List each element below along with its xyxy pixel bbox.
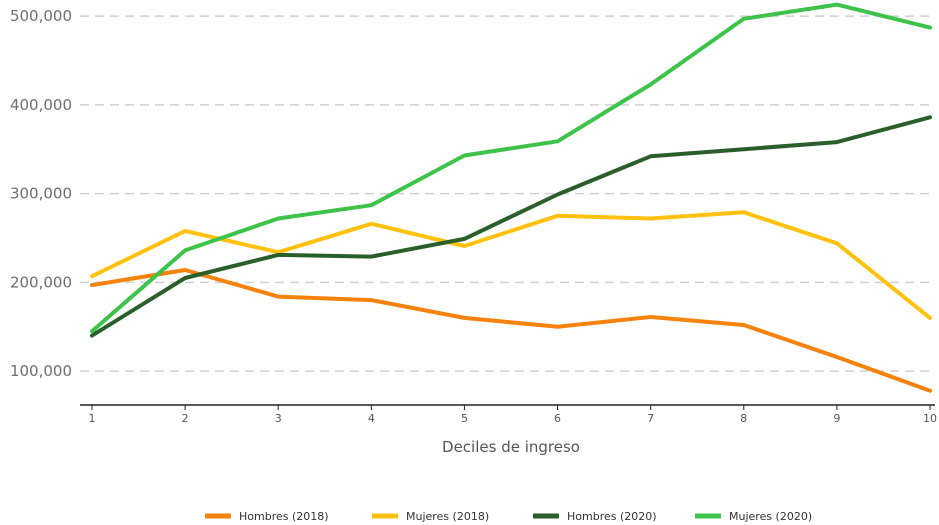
y-tick-label: 100,000 bbox=[10, 362, 72, 380]
series-line bbox=[90, 210, 932, 320]
series-line bbox=[90, 268, 932, 393]
legend-item: Mujeres (2018) bbox=[372, 510, 489, 523]
series-lines bbox=[90, 2, 932, 393]
x-tick-label: 7 bbox=[647, 412, 654, 425]
legend-label: Mujeres (2018) bbox=[406, 510, 489, 523]
series-line bbox=[90, 2, 932, 334]
x-tick-label: 8 bbox=[740, 412, 747, 425]
legend: Hombres (2018) Mujeres (2018) Hombres (202… bbox=[205, 510, 812, 523]
x-tick-label: 5 bbox=[461, 412, 468, 425]
legend-item: Hombres (2018) bbox=[205, 510, 329, 523]
x-tick-label: 10 bbox=[923, 412, 937, 425]
x-tick-label: 9 bbox=[833, 412, 840, 425]
legend-label: Hombres (2020) bbox=[567, 510, 657, 523]
x-tick-label: 1 bbox=[89, 412, 96, 425]
legend-item: Mujeres (2020) bbox=[695, 510, 812, 523]
y-tick-label: 500,000 bbox=[10, 7, 72, 25]
x-tick-label: 2 bbox=[182, 412, 189, 425]
series-line bbox=[90, 115, 932, 338]
y-axis: 100,000 200,000 300,000 400,000 500,000 bbox=[10, 7, 72, 380]
x-axis-title: Deciles de ingreso bbox=[442, 438, 580, 456]
y-tick-label: 200,000 bbox=[10, 273, 72, 291]
x-tick-label: 4 bbox=[368, 412, 375, 425]
x-axis: 1 2 3 4 5 6 7 8 9 10 bbox=[80, 404, 937, 425]
x-tick-label: 3 bbox=[275, 412, 282, 425]
legend-item: Hombres (2020) bbox=[533, 510, 657, 523]
legend-label: Mujeres (2020) bbox=[729, 510, 812, 523]
y-tick-label: 400,000 bbox=[10, 96, 72, 114]
y-tick-label: 300,000 bbox=[10, 185, 72, 203]
x-tick-label: 6 bbox=[554, 412, 561, 425]
legend-label: Hombres (2018) bbox=[239, 510, 329, 523]
gridlines bbox=[80, 15, 935, 372]
